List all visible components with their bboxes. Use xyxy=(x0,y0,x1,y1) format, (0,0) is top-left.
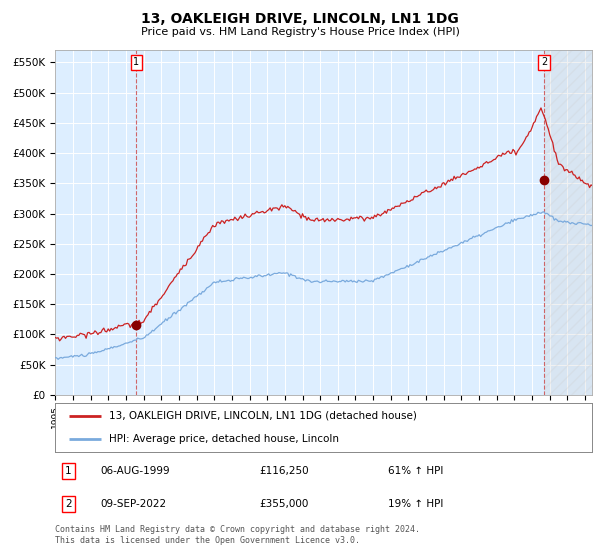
Text: 13, OAKLEIGH DRIVE, LINCOLN, LN1 1DG (detached house): 13, OAKLEIGH DRIVE, LINCOLN, LN1 1DG (de… xyxy=(109,411,417,421)
Text: £355,000: £355,000 xyxy=(259,499,308,509)
Text: 2: 2 xyxy=(65,499,72,509)
Text: 06-AUG-1999: 06-AUG-1999 xyxy=(101,466,170,476)
Text: Contains HM Land Registry data © Crown copyright and database right 2024.
This d: Contains HM Land Registry data © Crown c… xyxy=(55,525,420,545)
Text: 19% ↑ HPI: 19% ↑ HPI xyxy=(388,499,443,509)
Text: 13, OAKLEIGH DRIVE, LINCOLN, LN1 1DG: 13, OAKLEIGH DRIVE, LINCOLN, LN1 1DG xyxy=(141,12,459,26)
Text: £116,250: £116,250 xyxy=(259,466,309,476)
Text: HPI: Average price, detached house, Lincoln: HPI: Average price, detached house, Linc… xyxy=(109,433,339,444)
Text: 09-SEP-2022: 09-SEP-2022 xyxy=(101,499,167,509)
Text: 61% ↑ HPI: 61% ↑ HPI xyxy=(388,466,443,476)
Text: Price paid vs. HM Land Registry's House Price Index (HPI): Price paid vs. HM Land Registry's House … xyxy=(140,27,460,37)
Text: 1: 1 xyxy=(65,466,72,476)
Text: 1: 1 xyxy=(133,58,140,68)
Text: 2: 2 xyxy=(541,58,547,68)
